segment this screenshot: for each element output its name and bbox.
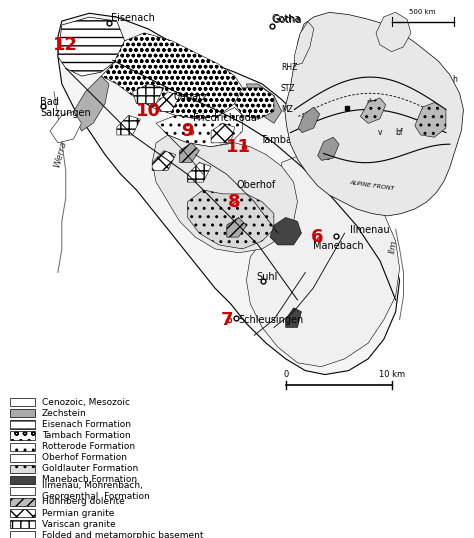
Text: 11: 11: [226, 138, 251, 156]
Text: 500 km: 500 km: [410, 9, 436, 15]
Text: b: b: [428, 114, 433, 123]
Polygon shape: [270, 217, 301, 245]
Text: v: v: [378, 128, 383, 137]
Polygon shape: [286, 308, 301, 328]
Text: Ilmenau: Ilmenau: [350, 225, 390, 235]
Text: Rotterode Formation: Rotterode Formation: [42, 442, 135, 451]
Text: Bad
Salzungen: Bad Salzungen: [40, 97, 91, 118]
Polygon shape: [294, 22, 314, 66]
Polygon shape: [376, 12, 411, 52]
FancyBboxPatch shape: [10, 520, 35, 528]
Text: Permian granite: Permian granite: [42, 508, 114, 518]
Polygon shape: [246, 154, 400, 367]
Text: a: a: [300, 114, 305, 123]
Text: Cabarz: Cabarz: [174, 91, 208, 102]
Text: Zechstein: Zechstein: [42, 409, 86, 418]
Polygon shape: [152, 151, 176, 171]
FancyBboxPatch shape: [10, 531, 35, 538]
Text: Suhl: Suhl: [256, 272, 278, 282]
Polygon shape: [152, 135, 298, 253]
Text: 6: 6: [311, 228, 323, 246]
Polygon shape: [188, 190, 274, 249]
Polygon shape: [180, 143, 199, 162]
Text: Tambach: Tambach: [260, 135, 304, 145]
Text: Oberhof: Oberhof: [237, 180, 276, 190]
Polygon shape: [227, 217, 246, 237]
Polygon shape: [235, 88, 274, 119]
FancyBboxPatch shape: [10, 454, 35, 462]
Polygon shape: [318, 137, 339, 160]
Polygon shape: [156, 92, 180, 111]
Polygon shape: [117, 115, 140, 135]
Polygon shape: [211, 123, 235, 143]
Text: Manebach Formation: Manebach Formation: [42, 476, 137, 484]
FancyBboxPatch shape: [10, 431, 35, 440]
Polygon shape: [246, 84, 282, 123]
FancyBboxPatch shape: [10, 487, 35, 495]
Text: 7: 7: [220, 310, 233, 329]
Text: MZ: MZ: [281, 105, 292, 114]
FancyBboxPatch shape: [10, 509, 35, 517]
Text: Variscan granite: Variscan granite: [42, 520, 115, 529]
FancyBboxPatch shape: [10, 465, 35, 473]
Text: Gotha: Gotha: [273, 16, 302, 25]
Text: Eisenach: Eisenach: [111, 13, 155, 23]
Text: c: c: [326, 153, 329, 162]
Polygon shape: [133, 84, 164, 103]
Text: 0: 0: [283, 370, 288, 379]
Text: Oberhof Formation: Oberhof Formation: [42, 453, 127, 462]
Text: 10: 10: [136, 102, 161, 121]
FancyBboxPatch shape: [10, 398, 35, 406]
Polygon shape: [284, 12, 464, 216]
Text: bf: bf: [395, 128, 403, 137]
Text: Schleusingen: Schleusingen: [238, 315, 304, 325]
Text: Tambach Formation: Tambach Formation: [42, 431, 130, 440]
Polygon shape: [58, 13, 400, 374]
Text: 12: 12: [53, 36, 78, 54]
Text: 10 km: 10 km: [379, 370, 405, 379]
Text: Gotha: Gotha: [272, 14, 301, 24]
Text: Friedrichroda: Friedrichroda: [193, 113, 257, 123]
Polygon shape: [415, 103, 446, 137]
FancyBboxPatch shape: [10, 498, 35, 506]
Text: rh: rh: [366, 98, 374, 107]
Text: Manebach: Manebach: [313, 241, 364, 251]
Text: Werra: Werra: [52, 140, 68, 169]
Polygon shape: [101, 33, 243, 119]
Text: ALPINE FRONT: ALPINE FRONT: [349, 180, 394, 192]
Polygon shape: [156, 108, 243, 147]
Text: Eisenach Formation: Eisenach Formation: [42, 420, 131, 429]
Text: Ilmenau, Möhrenbach,
Georgenthal  Formation: Ilmenau, Möhrenbach, Georgenthal Formati…: [42, 481, 149, 500]
Text: 8: 8: [228, 193, 241, 211]
FancyBboxPatch shape: [10, 443, 35, 451]
Polygon shape: [188, 162, 211, 182]
Polygon shape: [298, 107, 319, 132]
Text: Cenozoic, Mesozoic: Cenozoic, Mesozoic: [42, 398, 130, 407]
Text: Ilm: Ilm: [388, 239, 399, 254]
FancyBboxPatch shape: [10, 409, 35, 417]
Polygon shape: [58, 17, 125, 76]
Text: h: h: [452, 75, 456, 84]
Text: STZ: STZ: [281, 84, 295, 93]
Text: Folded and metamorphic basement: Folded and metamorphic basement: [42, 530, 203, 538]
Polygon shape: [73, 76, 109, 131]
Text: RHZ: RHZ: [281, 63, 297, 72]
Text: 9: 9: [181, 122, 194, 140]
Text: Goldlauter Formation: Goldlauter Formation: [42, 464, 138, 473]
Polygon shape: [360, 98, 386, 123]
FancyBboxPatch shape: [10, 476, 35, 484]
Text: Hühnberg dolerite: Hühnberg dolerite: [42, 498, 125, 506]
FancyBboxPatch shape: [10, 420, 35, 429]
Polygon shape: [50, 111, 82, 143]
